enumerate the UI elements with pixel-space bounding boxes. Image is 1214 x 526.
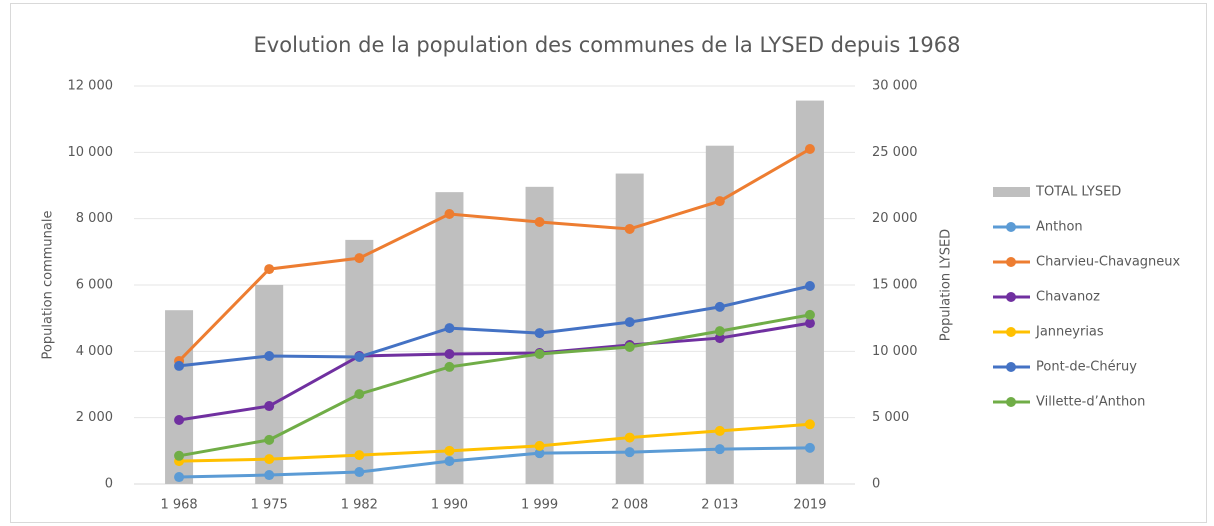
point [534,440,545,451]
legend-swatch [1006,292,1016,302]
legend-swatch [1006,257,1016,267]
y2-axis-label: Population LYSED [939,229,954,341]
line [178,284,811,368]
point [534,328,545,339]
point [444,209,455,220]
legend-swatch [1006,327,1016,337]
point [444,348,455,359]
legend-label: Anthon [1036,220,1083,235]
point [804,419,815,430]
point [174,360,185,371]
legend-label: Pont-de-Chéruy [1036,360,1137,375]
point [174,472,185,483]
x-tick-label: 2019 [793,498,826,513]
legend-label: Chavanoz [1036,290,1100,305]
line [179,422,811,463]
y-axis-label: Population communale [41,211,56,360]
bar [255,285,284,484]
chart-title: Evolution de la population des communes … [254,33,961,57]
point [624,223,635,234]
x-tick-label: 2 013 [701,498,738,513]
point [804,442,815,453]
point [444,445,455,456]
point [714,333,725,344]
line [178,321,811,422]
y-tick-label: 6 000 [76,278,113,293]
point [174,450,185,461]
y2-tick-label: 15 000 [872,278,918,293]
point [534,448,545,459]
x-tick-label: 1 982 [341,498,378,513]
point [264,434,275,445]
point [804,318,815,329]
point [624,447,635,458]
y2-tick-label: 20 000 [872,211,918,226]
point [444,323,455,334]
point [354,450,365,461]
point [624,342,635,353]
legend-swatch [1006,362,1016,372]
point [714,326,725,337]
y2-tick-label: 5 000 [872,410,909,425]
point [804,144,815,155]
point [624,317,635,328]
line [179,446,810,479]
line [177,147,811,363]
point [354,351,365,362]
point [444,361,455,372]
point [354,253,365,264]
y2-tick-label: 30 000 [872,79,918,94]
point [264,350,275,361]
x-tick-label: 1 999 [521,498,558,513]
point [264,454,275,465]
y-tick-label: 2 000 [76,410,113,425]
point [804,309,815,320]
legend-swatch [1006,397,1016,407]
point [534,348,545,359]
y-tick-label: 4 000 [76,344,113,359]
y2-tick-label: 10 000 [872,344,918,359]
y-tick-label: 0 [105,477,113,492]
point [354,467,365,478]
legend-label: TOTAL LYSED [1035,185,1121,200]
y-tick-label: 10 000 [68,145,114,160]
x-tick-label: 1 975 [251,498,288,513]
y2-tick-label: 25 000 [872,145,918,160]
legend-swatch [1006,222,1016,232]
legend-label: Janneyrias [1035,325,1104,340]
point [264,401,275,412]
point [354,389,365,400]
legend-label: Villette-d’Anthon [1036,395,1145,410]
x-tick-label: 1 968 [160,498,197,513]
point [264,470,275,481]
point [714,301,725,312]
point [804,280,815,291]
point [714,444,725,455]
point [174,414,185,425]
y2-tick-label: 0 [872,477,880,492]
point [444,456,455,467]
legend-label: Charvieu-Chavagneux [1036,255,1181,270]
bar [435,192,464,484]
point [534,216,545,227]
x-tick-label: 1 990 [431,498,468,513]
y-tick-label: 8 000 [76,211,113,226]
line [178,313,811,458]
point [264,264,275,275]
y-tick-label: 12 000 [68,79,114,94]
point [714,425,725,436]
point [714,196,725,207]
x-tick-label: 2 008 [611,498,648,513]
point [624,432,635,443]
legend-swatch [993,187,1030,197]
